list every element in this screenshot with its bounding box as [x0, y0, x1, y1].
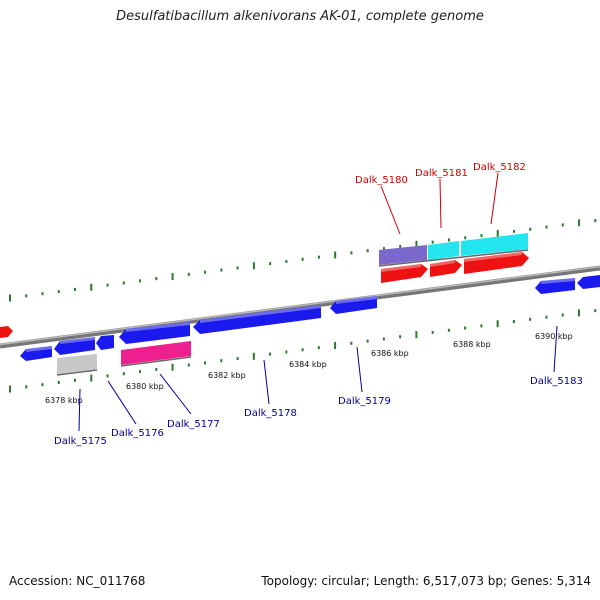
gene-label-dalk-5175[interactable]: Dalk_5175 — [54, 436, 107, 447]
label-leaders — [78, 172, 558, 432]
gene-arrow[interactable] — [535, 278, 575, 294]
gene-arrow[interactable] — [119, 322, 190, 344]
gene-label-dalk-5177[interactable]: Dalk_5177 — [167, 419, 220, 430]
scale-label: 6378 kbp — [45, 396, 83, 405]
gene-label-dalk-5179[interactable]: Dalk_5179 — [338, 396, 391, 407]
gene-arrow[interactable] — [193, 305, 321, 334]
gene-arrow[interactable] — [20, 346, 52, 361]
scale-label: 6384 kbp — [289, 360, 327, 369]
feature-block-cyan[interactable] — [461, 233, 528, 256]
gene-labels: Dalk_5180 Dalk_5181 Dalk_5182 Dalk_5175 … — [54, 162, 583, 447]
map-title: Desulfatibacillum alkenivorans AK-01, co… — [116, 9, 484, 24]
accession-label: Accession: NC_011768 — [9, 574, 146, 588]
lower-tick-track — [9, 309, 597, 393]
gene-label-dalk-5178[interactable]: Dalk_5178 — [244, 408, 297, 419]
genome-summary: Topology: circular; Length: 6,517,073 bp… — [261, 574, 591, 588]
gene-arrow[interactable] — [464, 252, 529, 274]
gene-label-dalk-5182[interactable]: Dalk_5182 — [473, 162, 526, 173]
scale-label: 6388 kbp — [453, 340, 491, 349]
scale-label: 6390 kbp — [535, 332, 573, 341]
scale-labels: 6378 kbp 6380 kbp 6382 kbp 6384 kbp 6386… — [45, 332, 573, 405]
gene-arrow[interactable] — [96, 335, 114, 350]
gene-label-dalk-5181[interactable]: Dalk_5181 — [415, 168, 468, 179]
genome-backbone — [0, 265, 600, 349]
scale-label: 6382 kbp — [208, 371, 246, 380]
feature-block-pink[interactable] — [121, 341, 191, 365]
gene-arrow[interactable] — [577, 275, 600, 289]
gene-arrow[interactable] — [54, 337, 95, 355]
forward-strand-genes — [378, 233, 529, 283]
gene-arrow[interactable] — [0, 326, 13, 338]
genome-backbone-highlight — [0, 265, 600, 346]
upper-tick-track — [9, 219, 597, 302]
reverse-strand-genes — [0, 275, 600, 376]
gene-label-dalk-5180[interactable]: Dalk_5180 — [355, 175, 408, 186]
gene-arrow[interactable] — [381, 264, 428, 283]
feature-block-gray[interactable] — [57, 354, 97, 374]
gene-label-dalk-5183[interactable]: Dalk_5183 — [530, 376, 583, 387]
gene-label-dalk-5176[interactable]: Dalk_5176 — [111, 428, 164, 439]
scale-label: 6380 kbp — [126, 382, 164, 391]
gene-arrow[interactable] — [330, 296, 377, 314]
feature-block-cyan[interactable] — [428, 241, 459, 260]
scale-label: 6386 kbp — [371, 349, 409, 358]
feature-block-slate[interactable] — [379, 245, 427, 265]
gene-arrow[interactable] — [430, 260, 462, 277]
